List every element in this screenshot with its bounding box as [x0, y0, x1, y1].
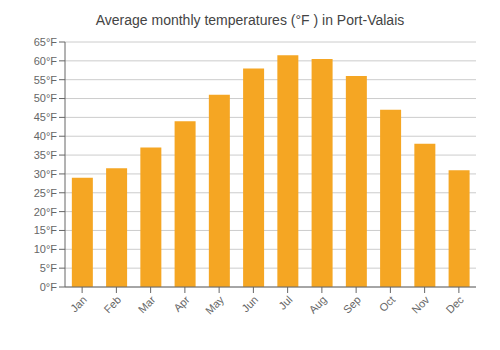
svg-text:Dec: Dec — [443, 293, 466, 316]
svg-text:0°F: 0°F — [40, 281, 58, 293]
svg-text:Jun: Jun — [239, 293, 260, 314]
svg-text:25°F: 25°F — [34, 187, 58, 199]
svg-text:50°F: 50°F — [34, 92, 58, 104]
html-text:Average monthly temperatures (: Average monthly temperatures (°F ) in Po… — [95, 12, 405, 28]
svg-text:Apr: Apr — [171, 293, 192, 314]
svg-text:60°F: 60°F — [34, 55, 58, 67]
svg-text:Oct: Oct — [377, 293, 398, 314]
svg-text:55°F: 55°F — [34, 74, 58, 86]
svg-text:Feb: Feb — [101, 293, 123, 315]
svg-text:65°F: 65°F — [34, 36, 58, 48]
svg-text:30°F: 30°F — [34, 168, 58, 180]
svg-text:Nov: Nov — [409, 293, 432, 316]
svg-text:May: May — [203, 293, 227, 317]
svg-text:Aug: Aug — [306, 293, 328, 315]
svg-text:15°F: 15°F — [34, 224, 58, 236]
svg-text:Mar: Mar — [136, 293, 158, 315]
svg-text:Jul: Jul — [276, 293, 294, 311]
svg-text:Sep: Sep — [341, 293, 363, 315]
svg-text:35°F: 35°F — [34, 149, 58, 161]
svg-text:40°F: 40°F — [34, 130, 58, 142]
svg-text:45°F: 45°F — [34, 111, 58, 123]
svg-text:Jan: Jan — [68, 293, 89, 314]
svg-text:5°F: 5°F — [40, 262, 58, 274]
svg-text:10°F: 10°F — [34, 243, 58, 255]
svg-text:20°F: 20°F — [34, 206, 58, 218]
